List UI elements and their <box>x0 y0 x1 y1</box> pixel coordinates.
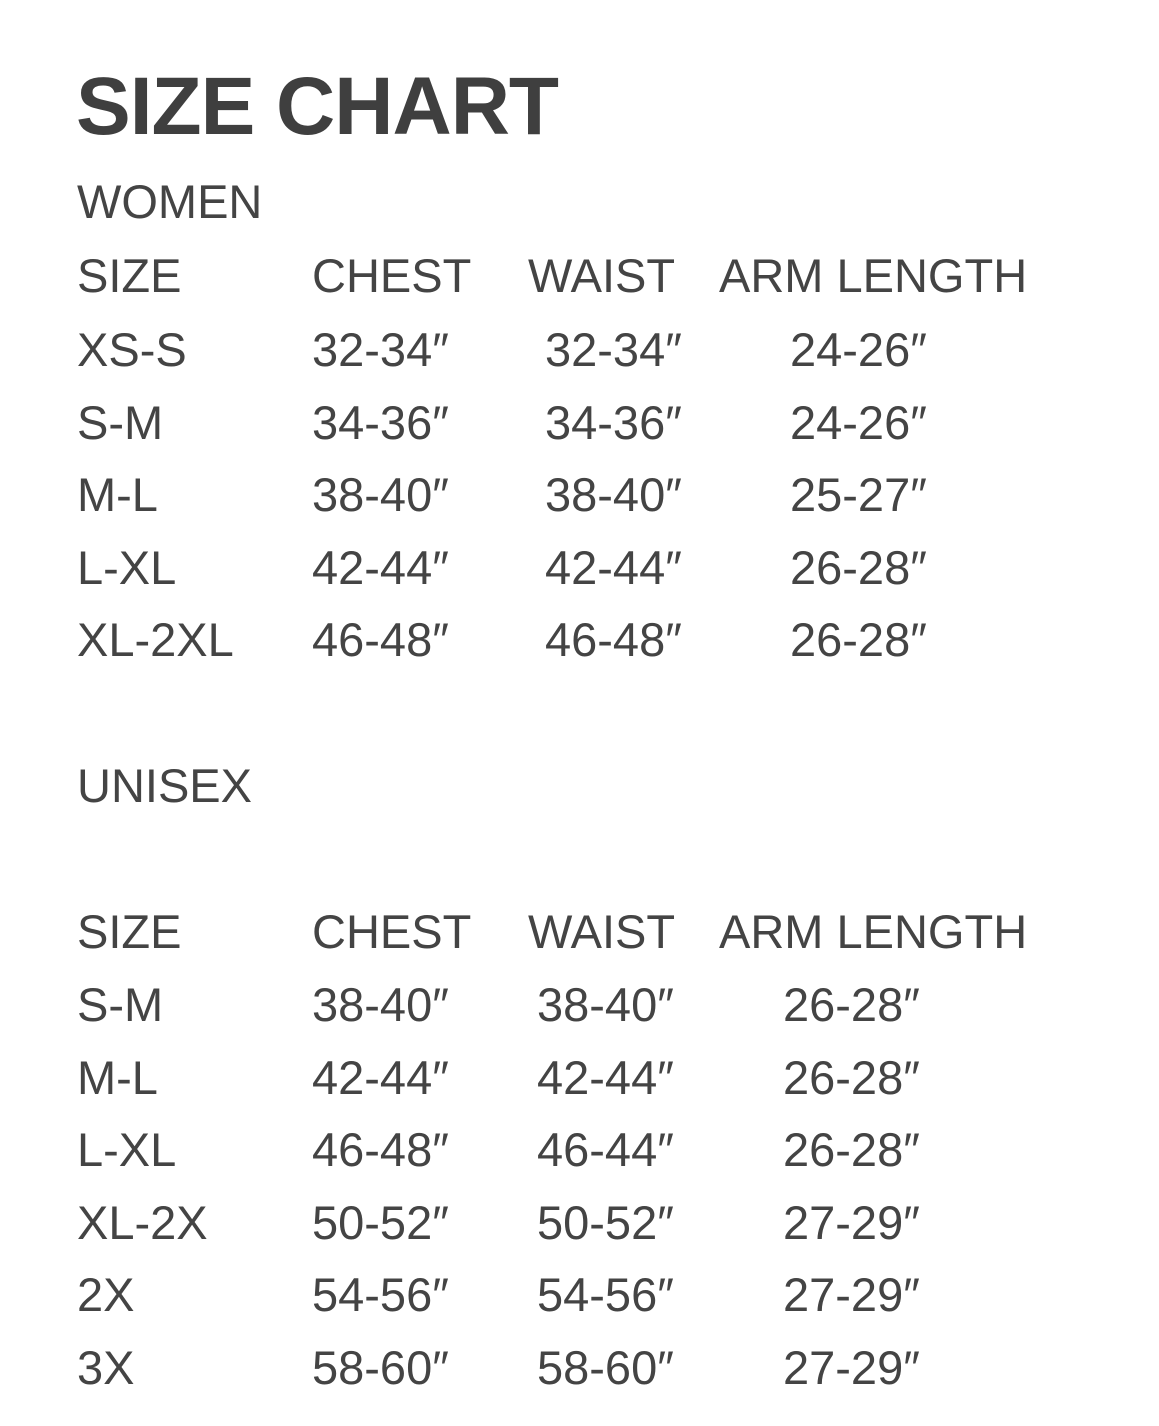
size-cell: L-XL <box>77 540 177 594</box>
chest-cell: 32-34″ <box>312 323 449 376</box>
waist-cell: 46-48″ <box>545 613 682 666</box>
header-size: SIZE <box>77 905 182 958</box>
page-title: SIZE CHART <box>76 61 559 152</box>
chest-cell: 46-48″ <box>312 613 449 666</box>
section-label-unisex: UNISEX <box>77 759 252 812</box>
table-row: M-L 38-40″ 38-40″ 25-27″ <box>0 471 1159 521</box>
arm-length-cell: 25-27″ <box>790 468 927 521</box>
table-row: 2X 54-56″ 54-56″ 27-29″ <box>0 1271 1159 1321</box>
size-cell: 2X <box>77 1268 135 1322</box>
table-row: 3X 58-60″ 58-60″ 27-29″ <box>0 1344 1159 1394</box>
size-cell: XS-S <box>77 323 187 376</box>
size-cell: XL-2XL <box>77 613 234 666</box>
chest-cell: 38-40″ <box>312 978 449 1031</box>
header-arm-length: ARM LENGTH <box>719 249 1028 302</box>
size-cell: XL-2X <box>77 1195 208 1249</box>
size-cell: S-M <box>77 395 164 449</box>
table-header: SIZE CHEST WAIST ARM LENGTH <box>0 252 1159 302</box>
arm-length-cell: 27-29″ <box>783 1341 920 1394</box>
chest-cell: 34-36″ <box>312 395 449 449</box>
waist-cell: 50-52″ <box>537 1195 674 1249</box>
arm-length-cell: 26-28″ <box>790 613 927 666</box>
arm-length-cell: 27-29″ <box>783 1195 920 1249</box>
size-cell: M-L <box>77 468 158 521</box>
header-waist: WAIST <box>528 905 676 958</box>
table-row: S-M 38-40″ 38-40″ 26-28″ <box>0 981 1159 1031</box>
waist-cell: 32-34″ <box>545 323 682 376</box>
arm-length-cell: 26-28″ <box>783 1123 920 1177</box>
chest-cell: 42-44″ <box>312 1050 449 1104</box>
waist-cell: 54-56″ <box>537 1268 674 1322</box>
size-cell: 3X <box>77 1341 135 1394</box>
size-cell: S-M <box>77 978 164 1031</box>
table-row: L-XL 46-48″ 46-44″ 26-28″ <box>0 1126 1159 1176</box>
chest-cell: 58-60″ <box>312 1341 449 1394</box>
header-chest: CHEST <box>312 905 472 958</box>
header-waist: WAIST <box>528 249 676 302</box>
table-row: L-XL 42-44″ 42-44″ 26-28″ <box>0 544 1159 594</box>
table-row: S-M 34-36″ 34-36″ 24-26″ <box>0 399 1159 449</box>
table-row: XL-2XL 46-48″ 46-48″ 26-28″ <box>0 616 1159 666</box>
waist-cell: 34-36″ <box>545 395 682 449</box>
arm-length-cell: 26-28″ <box>790 540 927 594</box>
table-row: XL-2X 50-52″ 50-52″ 27-29″ <box>0 1199 1159 1249</box>
waist-cell: 58-60″ <box>537 1341 674 1394</box>
chest-cell: 42-44″ <box>312 540 449 594</box>
chest-cell: 50-52″ <box>312 1195 449 1249</box>
waist-cell: 46-44″ <box>537 1123 674 1177</box>
table-row: M-L 42-44″ 42-44″ 26-28″ <box>0 1054 1159 1104</box>
header-chest: CHEST <box>312 249 472 302</box>
arm-length-cell: 26-28″ <box>783 978 920 1031</box>
waist-cell: 38-40″ <box>537 978 674 1031</box>
chest-cell: 54-56″ <box>312 1268 449 1322</box>
size-cell: L-XL <box>77 1123 177 1177</box>
waist-cell: 42-44″ <box>537 1050 674 1104</box>
waist-cell: 42-44″ <box>545 540 682 594</box>
arm-length-cell: 27-29″ <box>783 1268 920 1322</box>
size-cell: M-L <box>77 1050 158 1104</box>
table-row: XS-S 32-34″ 32-34″ 24-26″ <box>0 326 1159 376</box>
table-header: SIZE CHEST WAIST ARM LENGTH <box>0 908 1159 958</box>
header-size: SIZE <box>77 249 182 302</box>
arm-length-cell: 24-26″ <box>790 323 927 376</box>
chest-cell: 38-40″ <box>312 468 449 521</box>
arm-length-cell: 26-28″ <box>783 1050 920 1104</box>
chest-cell: 46-48″ <box>312 1123 449 1177</box>
section-label-women: WOMEN <box>77 175 263 228</box>
arm-length-cell: 24-26″ <box>790 395 927 449</box>
header-arm-length: ARM LENGTH <box>719 905 1028 958</box>
waist-cell: 38-40″ <box>545 468 682 521</box>
